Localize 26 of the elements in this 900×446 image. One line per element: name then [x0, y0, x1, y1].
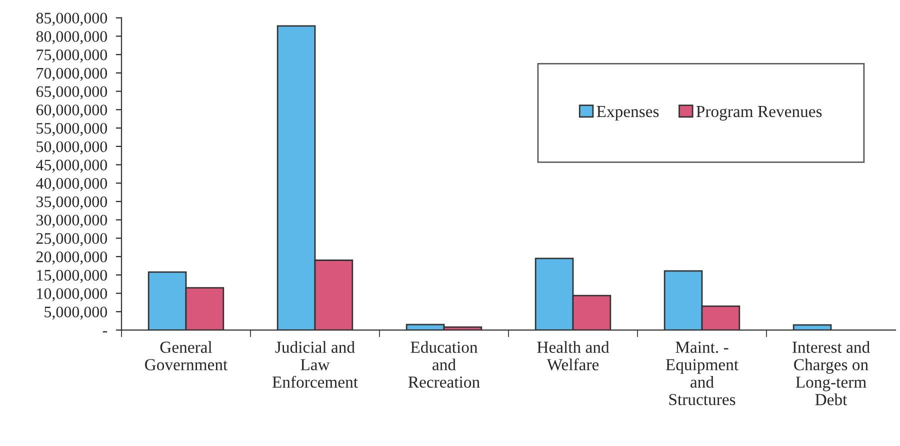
x-tick-label: Health and Welfare [537, 341, 610, 370]
y-tick-label: 5,000,000 [44, 306, 107, 320]
y-tick-label: 10,000,000 [37, 288, 107, 302]
y-tick-label: 40,000,000 [36, 178, 107, 192]
y-tick-label: 65,000,000 [36, 86, 107, 100]
y-tick-label: 85,000,000 [36, 12, 107, 26]
y-tick-label: - [102, 331, 108, 332]
x-tick-label: Interest and Charges on Long-term Debt [792, 341, 870, 406]
y-tick-label: 15,000,000 [37, 270, 107, 283]
y-tick-label: 80,000,000 [36, 31, 107, 44]
y-tick-label: 25,000,000 [36, 233, 107, 246]
x-tick-label: Judicial and Law Enforcement [272, 341, 358, 388]
y-tick-label: 45,000,000 [36, 160, 107, 173]
y-tick-label: 70,000,000 [36, 68, 107, 81]
y-tick-label: 60,000,000 [36, 104, 107, 118]
y-tick-label: 35,000,000 [36, 196, 107, 210]
x-tick-label: Education and Recreation [408, 341, 480, 388]
x-tick-label: Maint. - Equipment and Structures [666, 342, 738, 406]
y-tick-label: 50,000,000 [36, 141, 107, 154]
y-tick-label: 55,000,000 [36, 122, 107, 136]
y-tick-label: 20,000,000 [36, 252, 107, 265]
y-tick-label: 30,000,000 [36, 214, 107, 228]
x-tick-label: General Government [145, 341, 228, 370]
y-tick-label: 75,000,000 [36, 49, 107, 63]
legend-label: Expenses [596, 106, 659, 121]
legend-label: Program Revenues [696, 106, 822, 121]
